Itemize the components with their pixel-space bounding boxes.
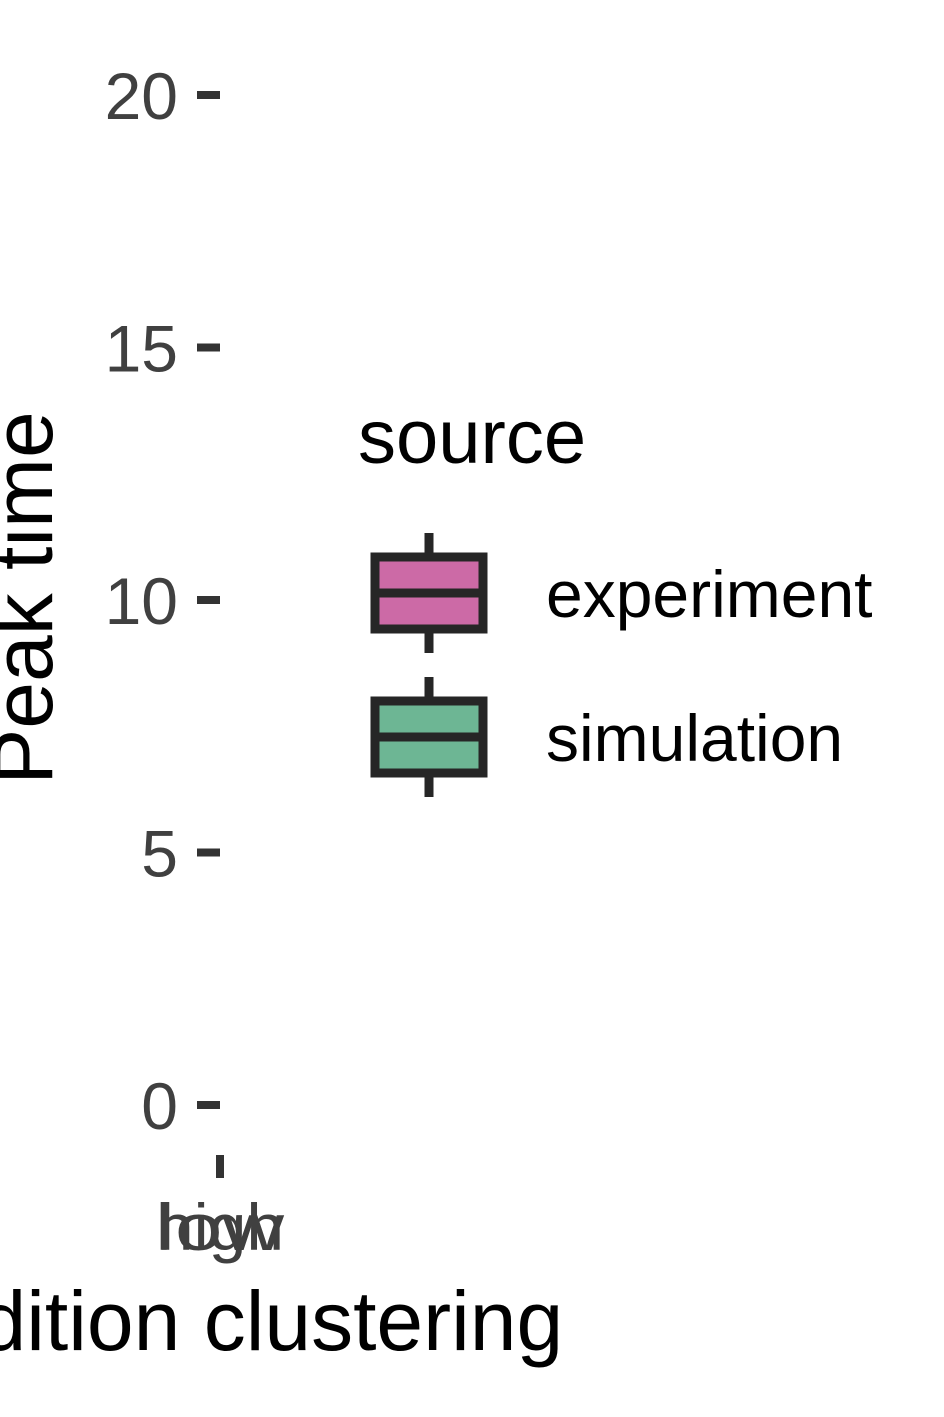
legend-item-experiment: experiment [370,533,873,653]
y-tick-label: 5 [141,817,178,891]
legend-label: simulation [546,701,843,775]
legend-title: source [358,395,586,480]
y-tick-label: 20 [105,59,178,133]
x-axis-title: Addition clustering [0,1274,563,1368]
legend-label: experiment [546,557,873,631]
y-axis-title: Peak time [0,411,70,785]
x-tick-label-high: high [156,1190,284,1264]
legend: source experiment simulation [358,395,873,797]
y-axis: 0 5 10 15 20 [105,59,220,1143]
y-tick-label: 0 [141,1069,178,1143]
y-tick-label: 15 [105,312,178,386]
legend-item-simulation: simulation [370,677,843,797]
x-tick-label-low: low [156,1190,284,1264]
y-tick-label: 10 [105,564,178,638]
